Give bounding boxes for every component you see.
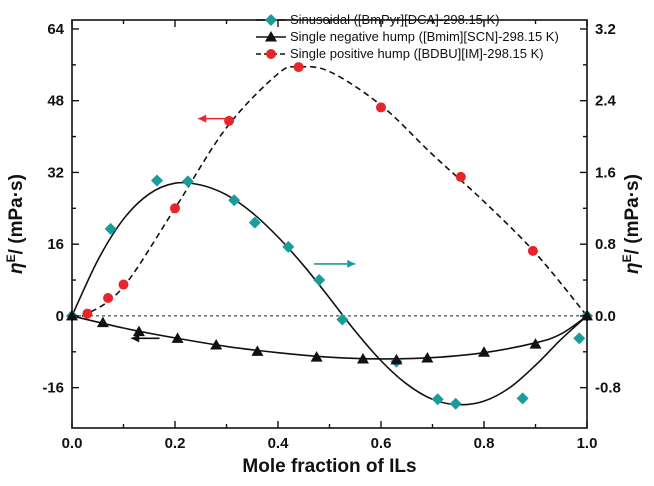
y-right-tick-label: 0.0: [595, 308, 616, 325]
series-2-point: [529, 338, 542, 349]
arrow-head: [198, 114, 207, 123]
axis-titles: Mole fraction of ILs ηE/ (mPa·s) ηE/ (mP…: [4, 174, 643, 477]
y-left-tick-label: 0: [56, 308, 64, 325]
y-axis-left-unit: / (mPa·s): [6, 174, 27, 254]
y-right-tick-label: -0.8: [595, 380, 621, 397]
series-3-point: [170, 203, 180, 214]
series-2-point: [310, 351, 323, 362]
series-1-point: [449, 397, 462, 410]
x-tick-label: 0.2: [165, 435, 186, 452]
series-3-point: [82, 308, 93, 319]
y-left-tick-label: 16: [47, 236, 64, 253]
arrow-head: [131, 334, 140, 343]
legend-label-3: Single positive hump ([BDBU][IM]-298.15 …: [290, 46, 544, 61]
series-1-point: [228, 194, 241, 207]
y-axis-left-title: ηE/ (mPa·s): [4, 174, 27, 274]
series-2-point: [478, 346, 490, 357]
series-curves: [71, 65, 588, 406]
series-2-point: [390, 353, 403, 365]
legend-label-2: Single negative hump ([Bmim][SCN]-298.15…: [290, 29, 559, 44]
series-1-point: [248, 216, 261, 229]
x-tick-label: 0.6: [371, 435, 392, 452]
series-curve-2: [71, 315, 588, 360]
series-1-point: [104, 222, 117, 235]
series-3-point: [293, 62, 304, 73]
black-arrow-left: [131, 334, 160, 343]
series-3-point: [527, 245, 538, 256]
series-3-point: [224, 115, 235, 126]
plot-frame: [71, 19, 588, 429]
legend-marker-1: [265, 14, 277, 26]
y-axis-right-symbol: η: [622, 262, 643, 274]
y-axis-right-unit: / (mPa·s): [622, 174, 643, 254]
y-left-tick-label: 48: [47, 93, 64, 110]
y-right-tick-label: 0.8: [595, 236, 616, 253]
legend-label-1: Sinusoidal ([BmPyr][DCA]-298.15 K): [290, 12, 500, 27]
legend-marker-3: [266, 49, 276, 59]
y-axis-right-superscript: E: [620, 254, 634, 262]
legend: Sinusoidal ([BmPyr][DCA]-298.15 K) Single…: [256, 12, 559, 61]
series-1-point: [573, 332, 586, 345]
legend-marker-2: [265, 31, 277, 42]
y-left-tick-label: 32: [47, 164, 64, 181]
series-curve-1: [71, 181, 588, 406]
x-tick-label: 0.4: [268, 435, 290, 452]
y-right-tick-label: 3.2: [595, 21, 616, 38]
series-markers: [66, 62, 593, 410]
series-1-point: [516, 392, 529, 405]
x-tick-label: 0.0: [62, 435, 83, 452]
series-2-point: [210, 339, 223, 350]
series-2-point: [421, 352, 434, 363]
x-axis-title: Mole fraction of ILs: [242, 456, 416, 477]
series-2-point: [356, 352, 369, 364]
y-left-tick-label: 64: [47, 21, 64, 38]
series-2-point: [132, 325, 145, 337]
series-1-point: [313, 274, 326, 287]
series-1-point: [150, 174, 163, 187]
y-right-tick-label: 1.6: [595, 164, 616, 181]
teal-arrow-right: [314, 259, 356, 268]
axes: 0.0 0.2 0.4 0.6 0.8 1.0 -16 0 16 32 48 64 -0.8 0.0 0.8…: [42, 19, 621, 452]
y-axis-left-symbol: η: [6, 262, 27, 274]
y-axis-left-superscript: E: [4, 254, 18, 262]
axis-arrows: [131, 114, 356, 343]
series-curve-3: [71, 65, 588, 318]
series-1-point: [336, 313, 349, 326]
series-2-point: [96, 316, 109, 328]
series-1-point: [181, 175, 194, 188]
series-3-point: [455, 171, 466, 182]
series-1-point: [282, 240, 295, 253]
series-3-point: [103, 292, 114, 303]
y-right-tick-label: 2.4: [595, 93, 617, 110]
series-2-point: [171, 332, 184, 343]
series-3-point: [376, 102, 386, 113]
series-3-point: [118, 279, 129, 290]
arrow-head: [347, 259, 356, 268]
y-axis-right-title: ηE/ (mPa·s): [620, 174, 643, 274]
y-left-tick-label: -16: [42, 380, 64, 397]
x-tick-label: 1.0: [577, 435, 598, 452]
series-1-point: [431, 393, 444, 406]
x-tick-label: 0.8: [474, 435, 495, 452]
red-arrow-left: [198, 114, 227, 123]
series-2-point: [251, 345, 264, 356]
